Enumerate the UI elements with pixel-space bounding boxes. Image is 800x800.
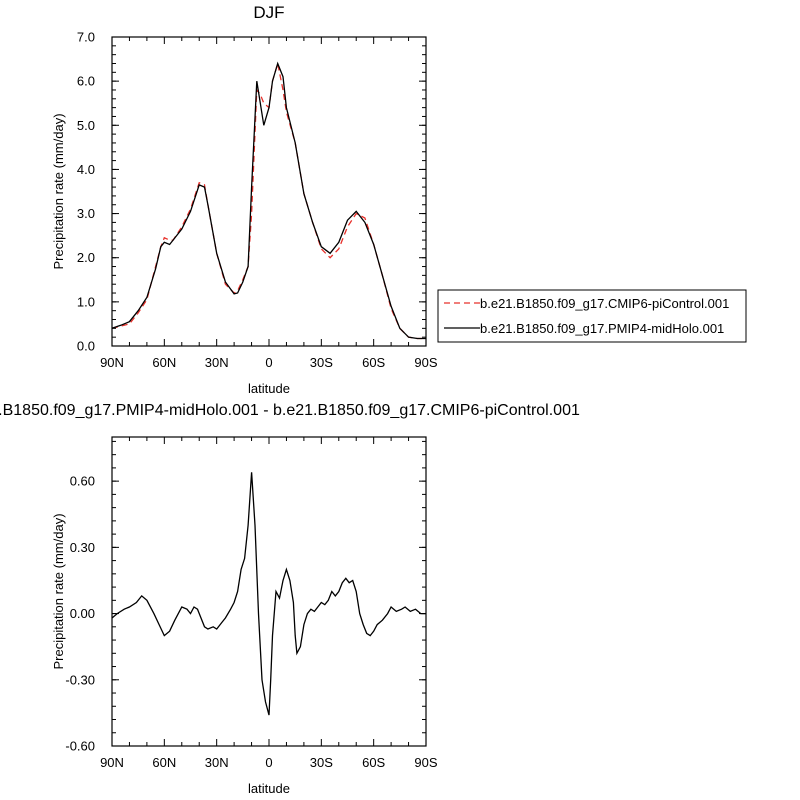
bottom-panel-difference: b.e21.B1850.f09_g17.PMIP4-midHolo.001 - … [0, 402, 580, 796]
y-tick-label: 5.0 [77, 118, 95, 133]
plot-frame [111, 36, 427, 347]
legend-label-0: b.e21.B1850.f09_g17.CMIP6-piControl.001 [480, 296, 729, 311]
legend-box [437, 289, 747, 343]
y-tick-label: 7.0 [77, 30, 95, 45]
top-panel-djf-zonal-mean: DJF 90N 60N 30N 0 30S 60S 90S 0.0 1.0 2.0 3.0 4.0 5.0… [51, 3, 747, 396]
x-tick-label: 60S [362, 755, 385, 770]
y-tick-label: 0.00 [70, 606, 95, 621]
x-tick-label: 30N [205, 755, 229, 770]
y-tick-label: 3.0 [77, 206, 95, 221]
x-tick-label: 90S [414, 755, 437, 770]
y-tick-label: 6.0 [77, 74, 95, 89]
series-line-0 [111, 472, 426, 716]
series-line-1 [111, 61, 426, 340]
y-tick-label: 0.60 [70, 474, 95, 489]
y-tick-label: -0.30 [65, 672, 95, 687]
legend: b.e21.B1850.f09_g17.CMIP6-piControl.001b… [437, 289, 747, 343]
y-tick-label: 0.0 [77, 339, 95, 354]
x-axis-label: latitude [248, 781, 290, 796]
x-tick-label: 30N [205, 355, 229, 370]
y-tick-label: 1.0 [77, 294, 95, 309]
y-tick-label: -0.60 [65, 739, 95, 754]
y-tick-label: 2.0 [77, 250, 95, 265]
chart-title: b.e21.B1850.f09_g17.PMIP4-midHolo.001 - … [0, 402, 580, 419]
plot-frame [111, 436, 427, 747]
x-tick-label: 90N [100, 355, 124, 370]
legend-label-1: b.e21.B1850.f09_g17.PMIP4-midHolo.001 [480, 321, 724, 336]
x-tick-label: 30S [310, 355, 333, 370]
x-tick-label: 0 [265, 355, 272, 370]
y-tick-label: 0.30 [70, 540, 95, 555]
chart-title: DJF [253, 3, 284, 22]
x-tick-label: 90N [100, 755, 124, 770]
x-tick-label: 30S [310, 755, 333, 770]
y-tick-label: 4.0 [77, 162, 95, 177]
x-axis-label: latitude [248, 381, 290, 396]
x-tick-label: 0 [265, 755, 272, 770]
x-tick-label: 90S [414, 355, 437, 370]
x-tick-label: 60N [152, 755, 176, 770]
x-tick-label: 60S [362, 355, 385, 370]
y-axis-label: Precipitation rate (mm/day) [51, 513, 66, 669]
x-tick-label: 60N [152, 355, 176, 370]
y-axis-label: Precipitation rate (mm/day) [51, 113, 66, 269]
